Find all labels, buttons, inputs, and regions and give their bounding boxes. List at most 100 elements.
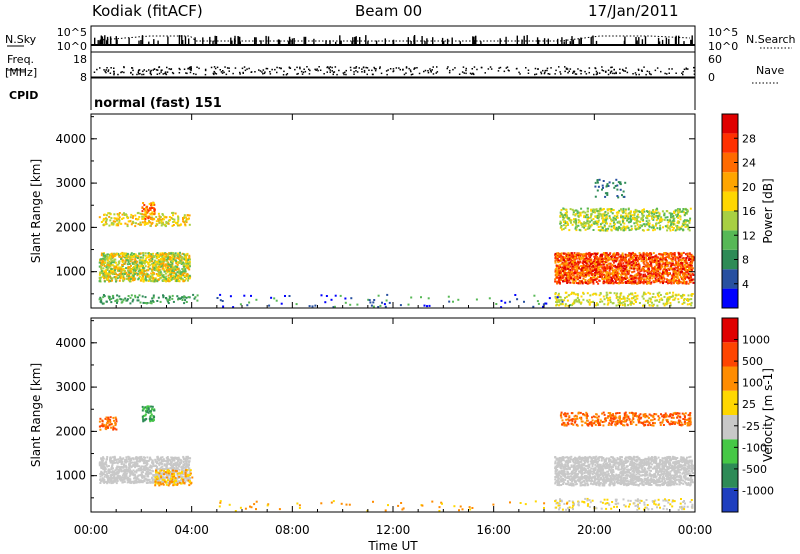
- data-cell: [175, 277, 178, 280]
- data-cell: [174, 254, 177, 257]
- data-cell: [558, 295, 561, 298]
- data-cell: [620, 271, 623, 273]
- data-cell: [146, 275, 149, 278]
- data-cell: [606, 280, 609, 283]
- data-cell: [183, 221, 186, 224]
- data-cell: [684, 273, 687, 276]
- data-cell: [669, 262, 672, 265]
- data-cell: [584, 216, 587, 219]
- data-cell: [151, 273, 154, 276]
- data-cell: [580, 223, 583, 226]
- data-cell: [610, 218, 612, 221]
- data-cell: [592, 229, 595, 231]
- freq-point: [350, 69, 352, 71]
- data-cell: [372, 305, 375, 308]
- data-cell: [108, 215, 111, 218]
- data-cell: [681, 278, 684, 281]
- data-cell: [582, 277, 585, 280]
- freq-point: [610, 66, 612, 69]
- data-cell: [110, 297, 113, 300]
- data-cell: [127, 254, 130, 257]
- freq-point: [564, 70, 566, 73]
- data-cell: [110, 217, 113, 220]
- data-cell: [187, 296, 190, 299]
- data-cell: [121, 218, 124, 220]
- data-cell: [620, 257, 623, 260]
- data-cell: [560, 259, 563, 262]
- data-cell: [620, 214, 623, 217]
- data-cell: [127, 267, 130, 270]
- data-cell: [687, 282, 690, 285]
- data-cell: [642, 304, 644, 307]
- data-cell: [622, 190, 625, 193]
- data-cell: [621, 227, 624, 230]
- freq-point: [637, 69, 640, 71]
- data-cell: [185, 301, 188, 303]
- data-cell: [632, 256, 634, 258]
- data-cell: [675, 279, 678, 282]
- data-cell: [594, 271, 597, 274]
- data-cell: [129, 216, 132, 219]
- data-cell: [621, 304, 624, 307]
- data-cell: [609, 252, 612, 255]
- freq-point: [323, 73, 325, 75]
- data-cell: [629, 217, 632, 220]
- data-cell: [106, 259, 109, 262]
- data-cell: [117, 267, 120, 270]
- data-cell: [661, 254, 664, 257]
- data-cell: [666, 252, 668, 255]
- data-cell: [578, 279, 581, 282]
- data-cell: [599, 229, 602, 232]
- data-cell: [565, 295, 568, 298]
- data-cell: [625, 261, 628, 264]
- data-cell: [607, 302, 610, 305]
- data-cell: [632, 278, 635, 281]
- freq-point: [574, 73, 577, 75]
- data-cell: [118, 266, 121, 269]
- data-cell: [621, 254, 624, 257]
- data-cell: [138, 265, 141, 268]
- data-cell: [124, 261, 127, 264]
- data-cell: [105, 270, 107, 273]
- data-cell: [180, 271, 183, 274]
- data-cell: [626, 270, 629, 273]
- data-cell: [156, 252, 159, 254]
- data-cell: [423, 304, 426, 307]
- data-cell: [641, 209, 644, 212]
- data-cell: [636, 297, 639, 300]
- freq-point: [465, 72, 467, 75]
- freq-point: [537, 68, 539, 70]
- data-cell: [690, 279, 693, 282]
- data-cell: [661, 263, 664, 266]
- data-cell: [125, 257, 128, 260]
- freq-point: [596, 73, 598, 75]
- data-cell: [101, 262, 104, 265]
- data-cell: [556, 265, 559, 268]
- data-cell: [620, 216, 623, 219]
- data-cell: [182, 267, 185, 270]
- data-cell: [136, 218, 139, 221]
- freq-point: [132, 69, 134, 72]
- date-title: 17/Jan/2011: [588, 2, 679, 20]
- data-cell: [146, 273, 149, 276]
- freq-point: [219, 69, 221, 71]
- data-cell: [588, 265, 591, 268]
- data-cell: [561, 267, 563, 270]
- data-cell: [102, 253, 105, 255]
- data-cell: [684, 267, 687, 270]
- data-cell: [646, 215, 649, 218]
- data-cell: [676, 256, 679, 259]
- data-cell: [667, 299, 670, 302]
- data-cell: [162, 295, 165, 297]
- data-cell: [678, 264, 681, 267]
- data-cell: [590, 301, 593, 304]
- data-cell: [600, 263, 603, 266]
- freq-point: [164, 71, 167, 73]
- data-cell: [181, 252, 184, 255]
- data-cell: [646, 254, 649, 257]
- data-cell: [123, 277, 126, 280]
- data-cell: [607, 259, 610, 262]
- freq-point: [489, 66, 492, 68]
- data-cell: [608, 208, 611, 211]
- data-cell: [630, 261, 633, 264]
